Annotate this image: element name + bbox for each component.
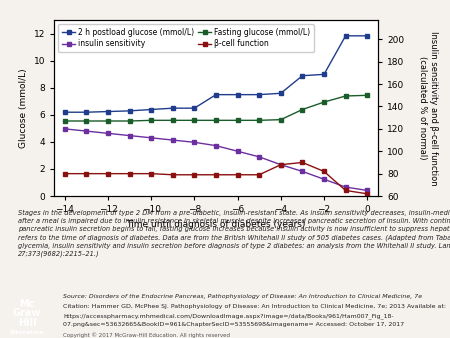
Line: Fasting glucose (mmol/L): Fasting glucose (mmol/L)	[63, 93, 369, 123]
Text: Copyright © 2017 McGraw-Hill Education. All rights reserved: Copyright © 2017 McGraw-Hill Education. …	[63, 332, 230, 338]
Fasting glucose (mmol/L)	[364, 93, 370, 97]
Fasting glucose (mmol/L)	[127, 119, 132, 123]
insulin sensitivity	[84, 129, 89, 133]
Fasting glucose (mmol/L)	[213, 118, 219, 122]
Y-axis label: Insulin sensitivity and β-cell function
(calculated % of normal): Insulin sensitivity and β-cell function …	[418, 31, 437, 186]
Text: Education: Education	[9, 330, 45, 335]
β-cell function	[127, 172, 132, 176]
insulin sensitivity	[170, 138, 176, 142]
insulin sensitivity	[321, 177, 327, 181]
β-cell function	[235, 173, 240, 177]
2 h postload glucose (mmol/L)	[364, 34, 370, 38]
insulin sensitivity	[62, 127, 68, 131]
β-cell function	[148, 172, 154, 176]
insulin sensitivity	[127, 134, 132, 138]
insulin sensitivity	[364, 188, 370, 192]
Fasting glucose (mmol/L)	[256, 118, 262, 122]
β-cell function	[170, 173, 176, 177]
2 h postload glucose (mmol/L)	[105, 110, 111, 114]
insulin sensitivity	[256, 155, 262, 159]
Legend: 2 h postload glucose (mmol/L), insulin sensitivity, Fasting glucose (mmol/L), β-: 2 h postload glucose (mmol/L), insulin s…	[58, 24, 314, 52]
β-cell function	[84, 172, 89, 176]
β-cell function	[300, 161, 305, 165]
Text: Graw: Graw	[13, 308, 41, 318]
Line: insulin sensitivity: insulin sensitivity	[63, 126, 369, 193]
β-cell function	[213, 173, 219, 177]
β-cell function	[343, 188, 348, 192]
Fasting glucose (mmol/L)	[105, 119, 111, 123]
Text: https://accesspharmacy.mhmedical.com/DownloadImage.aspx?image=/data/Books/961/Ha: https://accesspharmacy.mhmedical.com/Dow…	[63, 313, 394, 319]
insulin sensitivity	[213, 144, 219, 148]
Fasting glucose (mmol/L)	[84, 119, 89, 123]
Text: Mc: Mc	[19, 299, 35, 309]
β-cell function	[278, 163, 284, 167]
Fasting glucose (mmol/L)	[170, 118, 176, 122]
2 h postload glucose (mmol/L)	[84, 110, 89, 114]
Fasting glucose (mmol/L)	[278, 118, 284, 122]
Line: β-cell function: β-cell function	[63, 160, 369, 196]
insulin sensitivity	[105, 131, 111, 136]
2 h postload glucose (mmol/L)	[235, 93, 240, 97]
insulin sensitivity	[148, 136, 154, 140]
Fasting glucose (mmol/L)	[235, 118, 240, 122]
insulin sensitivity	[343, 185, 348, 189]
Text: Citation: Hammer GD, McPhee SJ. Pathophysiology of Disease: An Introduction to C: Citation: Hammer GD, McPhee SJ. Pathophy…	[63, 304, 446, 309]
Fasting glucose (mmol/L)	[148, 118, 154, 122]
insulin sensitivity	[235, 149, 240, 153]
Fasting glucose (mmol/L)	[321, 100, 327, 104]
2 h postload glucose (mmol/L)	[192, 106, 197, 110]
Fasting glucose (mmol/L)	[62, 119, 68, 123]
2 h postload glucose (mmol/L)	[148, 107, 154, 112]
β-cell function	[364, 192, 370, 196]
Fasting glucose (mmol/L)	[300, 107, 305, 112]
2 h postload glucose (mmol/L)	[278, 91, 284, 95]
2 h postload glucose (mmol/L)	[300, 74, 305, 78]
2 h postload glucose (mmol/L)	[62, 110, 68, 114]
β-cell function	[256, 173, 262, 177]
2 h postload glucose (mmol/L)	[170, 106, 176, 110]
β-cell function	[192, 173, 197, 177]
Text: Source: Disorders of the Endocrine Pancreas, Pathophysiology of Disease: An Intr: Source: Disorders of the Endocrine Pancr…	[63, 294, 422, 299]
Text: Hill: Hill	[18, 318, 36, 328]
Line: 2 h postload glucose (mmol/L): 2 h postload glucose (mmol/L)	[63, 33, 369, 115]
2 h postload glucose (mmol/L)	[321, 72, 327, 76]
Fasting glucose (mmol/L)	[192, 118, 197, 122]
β-cell function	[62, 172, 68, 176]
2 h postload glucose (mmol/L)	[343, 34, 348, 38]
Text: 07.png&sec=53632665&BookID=961&ChapterSecID=53555698&imagename= Accessed: Octobe: 07.png&sec=53632665&BookID=961&ChapterSe…	[63, 322, 404, 328]
2 h postload glucose (mmol/L)	[127, 109, 132, 113]
insulin sensitivity	[300, 169, 305, 173]
2 h postload glucose (mmol/L)	[213, 93, 219, 97]
β-cell function	[105, 172, 111, 176]
Fasting glucose (mmol/L)	[343, 94, 348, 98]
β-cell function	[321, 169, 327, 173]
2 h postload glucose (mmol/L)	[256, 93, 262, 97]
Y-axis label: Glucose (mmol/L): Glucose (mmol/L)	[19, 68, 28, 148]
Text: Stages in the development of type 2 DM from a pre-diabetic, insulin-resistant st: Stages in the development of type 2 DM f…	[18, 210, 450, 257]
X-axis label: Time until diagnosis of diabetes (years): Time until diagnosis of diabetes (years)	[126, 220, 306, 228]
insulin sensitivity	[192, 140, 197, 144]
insulin sensitivity	[278, 163, 284, 167]
